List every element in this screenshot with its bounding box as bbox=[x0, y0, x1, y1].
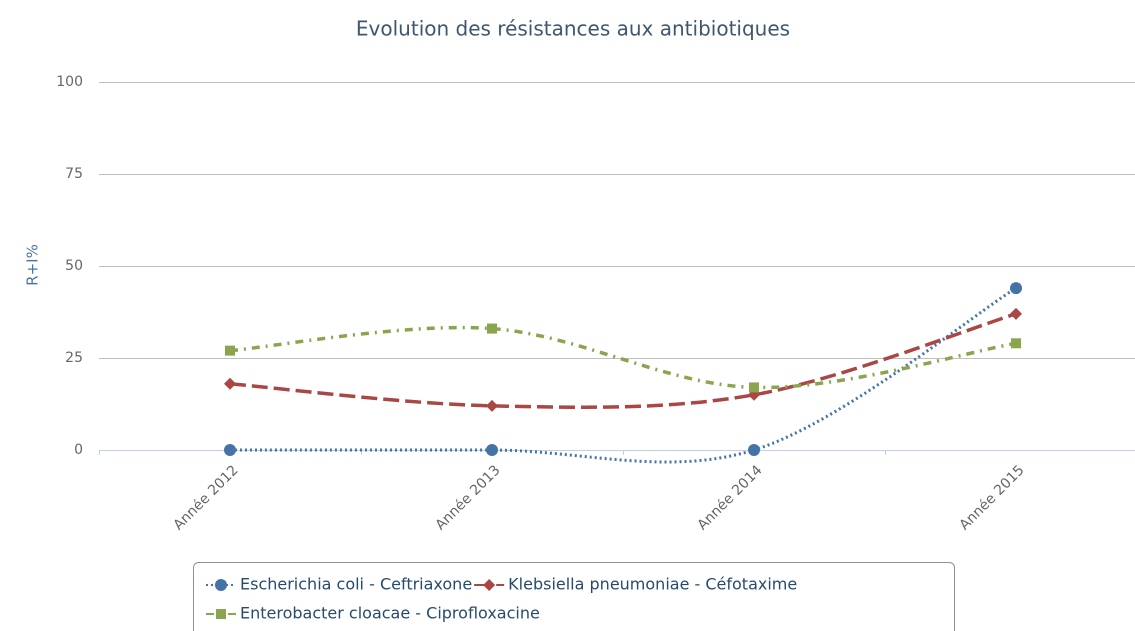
series-line bbox=[229, 325, 1017, 390]
point bbox=[487, 323, 497, 334]
y-tick-label: 50 bbox=[65, 258, 83, 274]
x-tick-label: Année 2015 bbox=[956, 462, 1027, 533]
point bbox=[748, 444, 760, 456]
point bbox=[1010, 307, 1022, 320]
point bbox=[225, 345, 235, 356]
point bbox=[224, 377, 236, 390]
x-tick-label: Année 2014 bbox=[694, 462, 765, 533]
legend-label: Klebsiella pneumoniae - Céfotaxime bbox=[508, 575, 797, 594]
y-tick-label: 75 bbox=[65, 166, 83, 182]
point bbox=[224, 444, 236, 456]
point bbox=[1010, 282, 1022, 295]
point bbox=[749, 382, 759, 393]
y-axis-title: R+I% bbox=[24, 244, 42, 286]
point bbox=[1011, 338, 1021, 349]
point bbox=[216, 609, 226, 619]
point bbox=[486, 444, 498, 456]
point bbox=[486, 399, 498, 412]
legend-label: Escherichia coli - Ceftriaxone bbox=[240, 575, 472, 594]
series-line bbox=[229, 286, 1017, 464]
chart-title: Evolution des résistances aux antibiotiq… bbox=[356, 17, 790, 41]
legend-label: Enterobacter cloacae - Ciprofloxacine bbox=[240, 604, 540, 623]
point bbox=[215, 579, 227, 591]
x-tick-label: Année 2012 bbox=[170, 462, 241, 533]
legend-box bbox=[193, 562, 955, 631]
y-tick-label: 25 bbox=[65, 350, 83, 366]
y-tick-label: 0 bbox=[74, 442, 83, 458]
y-tick-label: 100 bbox=[56, 74, 83, 90]
x-tick-label: Année 2013 bbox=[432, 462, 503, 533]
point bbox=[483, 579, 496, 591]
series-line bbox=[229, 312, 1017, 409]
